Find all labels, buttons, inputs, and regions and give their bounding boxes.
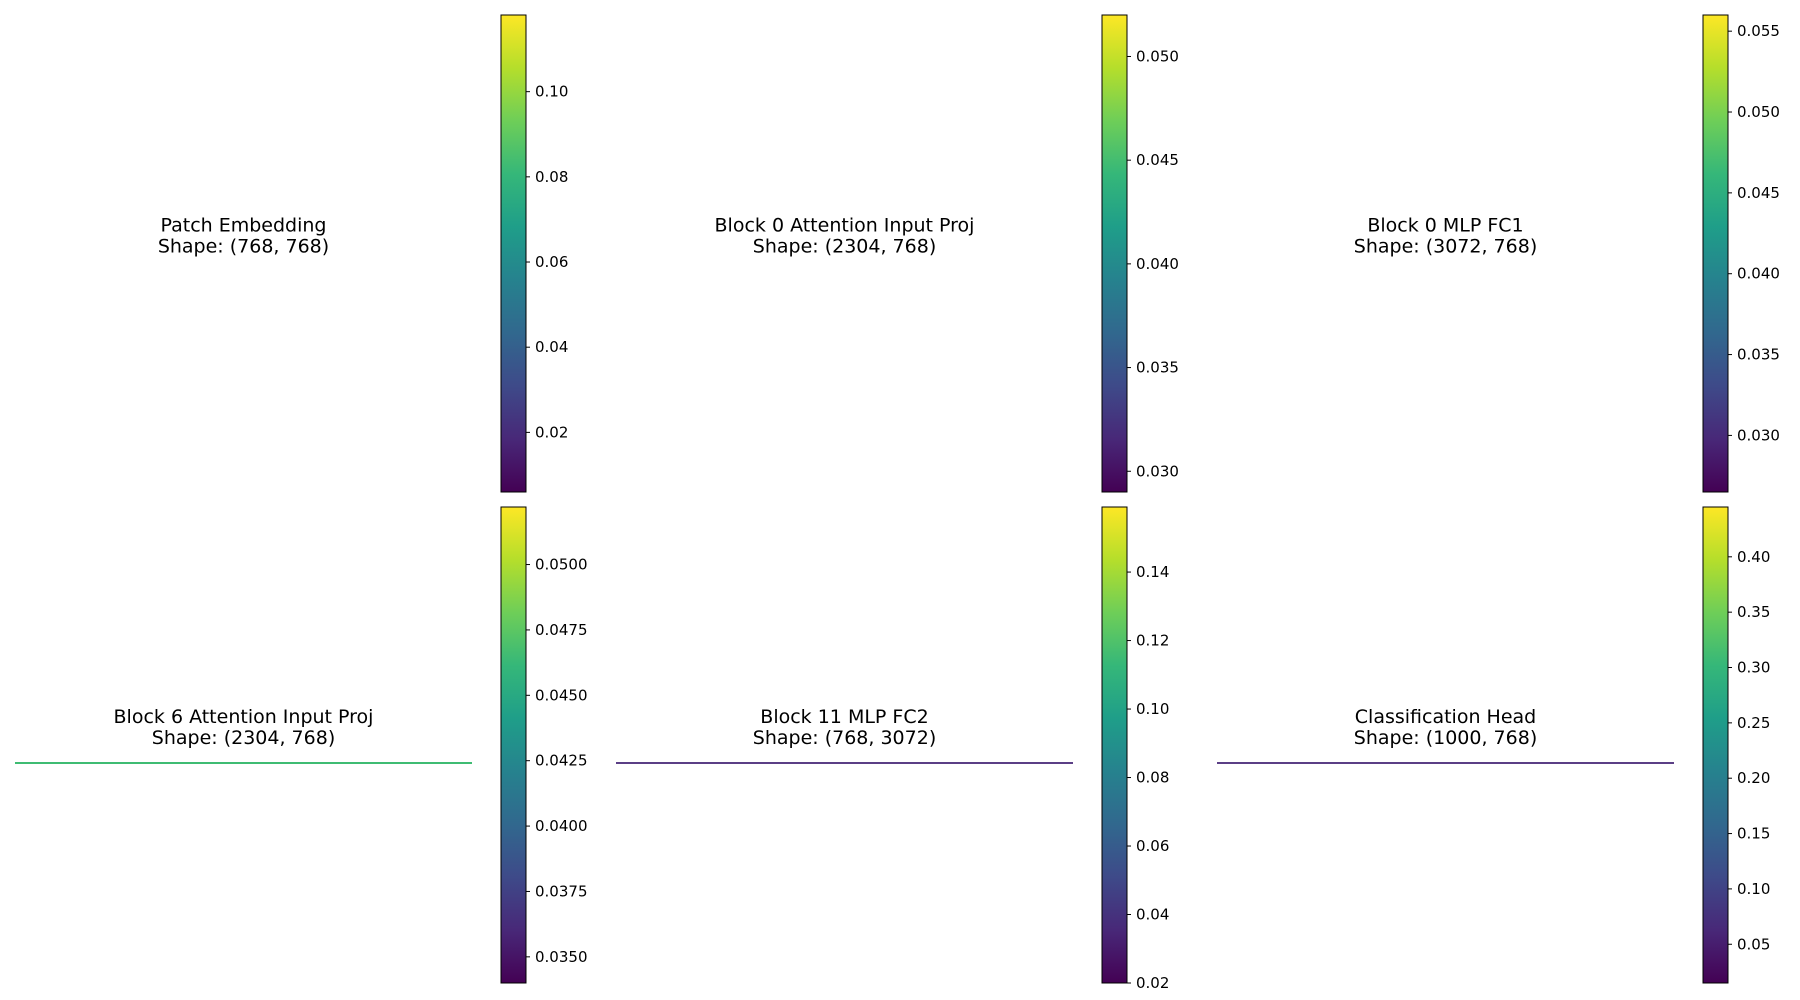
colorbar-gradient (1703, 507, 1728, 983)
colorbar-tick-label: 0.045 (1737, 184, 1780, 202)
colorbar-tick-label: 0.055 (1737, 22, 1780, 40)
colorbar-tick-label: 0.0500 (535, 556, 588, 574)
colorbar-tick-label: 0.10 (1136, 700, 1169, 718)
panel-shape-label: Shape: (2304, 768) (753, 236, 936, 258)
colorbar-tick-label: 0.25 (1737, 714, 1770, 732)
colorbar-gradient (1102, 507, 1127, 983)
colorbar-tick-label: 0.40 (1737, 548, 1770, 566)
colorbar-tick-label: 0.02 (1136, 974, 1169, 992)
colorbar-tick-label: 0.035 (1737, 346, 1780, 364)
colorbar-tick-label: 0.06 (535, 253, 568, 271)
colorbar-tick-label: 0.05 (1737, 935, 1770, 953)
colorbar-tick-label: 0.050 (1136, 47, 1179, 65)
panel-title: Classification Head (1355, 706, 1536, 728)
heatmap-strip (15, 762, 472, 764)
colorbar-frame (500, 506, 527, 984)
colorbar-gradient (501, 15, 526, 492)
colorbar-tick-label: 0.15 (1737, 825, 1770, 843)
panel-title: Block 11 MLP FC2 (760, 706, 928, 728)
colorbar-tick-label: 0.30 (1737, 659, 1770, 677)
panel-title: Block 0 Attention Input Proj (715, 215, 975, 237)
colorbar-tick-label: 0.04 (1136, 906, 1169, 924)
colorbar-frame (1702, 14, 1729, 493)
colorbar-frame (1702, 506, 1729, 984)
colorbar-tick-label: 0.08 (535, 168, 568, 186)
colorbar-tick-label: 0.045 (1136, 151, 1179, 169)
panel-title: Block 0 MLP FC1 (1367, 215, 1523, 237)
panel-shape-label: Shape: (1000, 768) (1354, 727, 1537, 749)
colorbar-tick-label: 0.030 (1136, 462, 1179, 480)
heatmap-strip (616, 762, 1073, 764)
colorbar-tick-label: 0.040 (1737, 265, 1780, 283)
colorbar-tick-label: 0.030 (1737, 426, 1780, 444)
heatmap-strip (1217, 762, 1674, 764)
colorbar-tick-label: 0.35 (1737, 603, 1770, 621)
colorbar-tick-label: 0.050 (1737, 103, 1780, 121)
colorbar-tick-label: 0.20 (1737, 769, 1770, 787)
colorbar-tick-label: 0.04 (535, 338, 568, 356)
panel-title: Block 6 Attention Input Proj (114, 706, 374, 728)
panel-shape-label: Shape: (768, 3072) (753, 727, 936, 749)
panel-shape-label: Shape: (3072, 768) (1354, 236, 1537, 258)
panel-title: Patch Embedding (161, 215, 327, 237)
colorbar-frame (500, 14, 527, 493)
colorbar-tick-label: 0.0350 (535, 948, 588, 966)
panel-shape-label: Shape: (2304, 768) (152, 727, 335, 749)
colorbar-frame (1101, 506, 1128, 984)
colorbar-tick-label: 0.02 (535, 423, 568, 441)
colorbar-tick-label: 0.0425 (535, 752, 588, 770)
colorbar-tick-label: 0.0450 (535, 686, 588, 704)
colorbar-tick-label: 0.14 (1136, 563, 1169, 581)
colorbar-tick-label: 0.12 (1136, 632, 1169, 650)
colorbar-tick-label: 0.0475 (535, 621, 588, 639)
colorbar-tick-label: 0.06 (1136, 837, 1169, 855)
colorbar-tick-label: 0.10 (535, 83, 568, 101)
colorbar-gradient (1703, 15, 1728, 492)
colorbar-tick-label: 0.10 (1737, 880, 1770, 898)
colorbar-gradient (501, 507, 526, 983)
colorbar-gradient (1102, 15, 1127, 492)
colorbar-tick-label: 0.0375 (535, 882, 588, 900)
colorbar-tick-label: 0.0400 (535, 817, 588, 835)
colorbar-tick-label: 0.040 (1136, 255, 1179, 273)
panel-shape-label: Shape: (768, 768) (158, 236, 329, 258)
colorbar-frame (1101, 14, 1128, 493)
colorbar-tick-label: 0.035 (1136, 359, 1179, 377)
colorbar-tick-label: 0.08 (1136, 769, 1169, 787)
